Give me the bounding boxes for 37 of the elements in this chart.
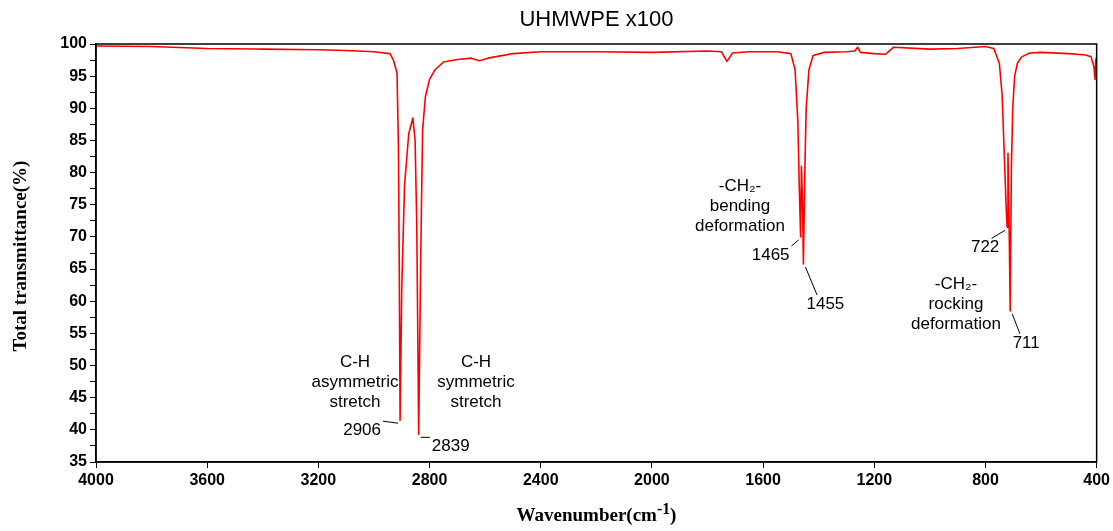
x-tick-label: 3200 — [300, 471, 337, 489]
y-tick-label: 40 — [69, 420, 88, 438]
chart-title: UHMWPE x100 — [518, 6, 675, 32]
annotation: 722 — [970, 236, 1000, 256]
annotation: 2906 — [343, 419, 381, 439]
x-tick-label: 1600 — [745, 471, 781, 489]
y-tick-label: 65 — [69, 259, 88, 277]
annotation: 711 — [1012, 332, 1040, 352]
y-tick-label: 55 — [69, 323, 88, 341]
annotation: C-H asymmetric stretch — [311, 351, 399, 411]
y-tick-label: 100 — [60, 34, 88, 52]
y-tick-label: 75 — [69, 195, 88, 213]
annotation: 2839 — [431, 436, 470, 456]
y-tick-label: 85 — [69, 130, 88, 148]
y-tick-label: 35 — [69, 452, 88, 470]
y-tick-label: 50 — [69, 355, 88, 373]
x-tick-label: 2000 — [634, 471, 670, 489]
y-tick-label: 95 — [69, 66, 88, 84]
x-tick-label: 4000 — [78, 471, 114, 489]
y-tick-label: 90 — [69, 98, 88, 116]
y-tick-label: 80 — [69, 163, 88, 181]
y-tick-label: 70 — [69, 227, 88, 245]
y-tick-label: 60 — [69, 291, 88, 309]
x-axis-title: Wavenumber(cm$^{-1}$) — [515, 500, 678, 527]
x-tick-label: 2400 — [522, 471, 559, 489]
annotation: -CH₂- bending deformation — [695, 175, 785, 235]
x-tick-label: 2800 — [411, 471, 448, 489]
x-tick-label: 3600 — [189, 471, 226, 489]
annotation: -CH₂- rocking deformation — [911, 273, 1001, 333]
annotation: C-H symmetric stretch — [437, 351, 516, 411]
annotation: 1465 — [751, 244, 790, 264]
x-tick-label: 400 — [1083, 471, 1111, 489]
x-tick-label: 800 — [972, 471, 999, 489]
y-axis-title: Total transmittance(%) — [9, 159, 31, 354]
x-tick-label: 1200 — [856, 471, 893, 489]
y-tick-label: 45 — [69, 388, 88, 406]
annotation: 1455 — [806, 293, 845, 313]
